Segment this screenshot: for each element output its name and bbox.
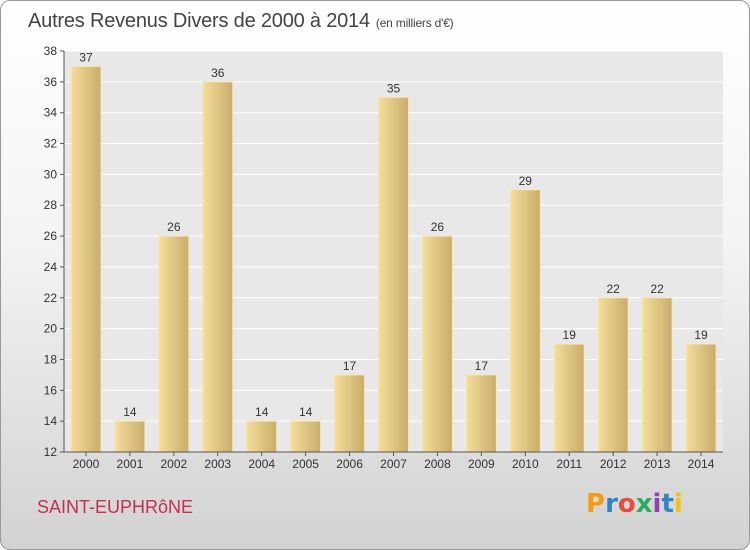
y-tick-label: 14 [44, 414, 58, 428]
bar-2013 [641, 297, 673, 453]
y-tick-label: 28 [44, 198, 58, 212]
bar-2005 [290, 420, 322, 453]
logo-letter: t [661, 489, 674, 519]
title-unit: (en milliers d'€) [375, 16, 454, 30]
x-tick-label-2001: 2001 [117, 457, 144, 471]
y-tick-label: 34 [44, 106, 58, 120]
bar-2004 [246, 420, 278, 453]
logo-letter: P [586, 489, 606, 519]
bar-2011 [553, 343, 585, 453]
title-text: Autres Revenus Divers de 2000 à 2014 [28, 10, 370, 32]
y-tick-label: 16 [44, 383, 58, 397]
y-axis: 12 14 16 18 20 22 24 26 28 30 32 34 36 38 [44, 44, 65, 459]
x-tick-label-2011: 2011 [556, 457, 582, 471]
x-tick-label-2006: 2006 [336, 457, 363, 471]
data-label-2014: 19 [694, 328, 708, 342]
bar-2014 [685, 343, 717, 453]
data-label-2001: 14 [123, 405, 137, 419]
bar-2007 [378, 96, 409, 453]
y-tick-label: 36 [44, 75, 58, 89]
y-tick-label: 38 [44, 44, 58, 58]
logo-letter: o [617, 489, 636, 519]
logo-letter: i [652, 489, 662, 519]
x-tick-label-2009: 2009 [468, 457, 495, 471]
y-tick-label: 12 [44, 445, 58, 459]
bar-2012 [597, 297, 629, 453]
bar-2002 [158, 235, 190, 453]
y-tick-label: 32 [44, 137, 58, 151]
x-tick-label-2004: 2004 [248, 457, 275, 471]
data-label-2008: 26 [431, 220, 445, 234]
x-axis: 2000 2001 2002 2003 2004 2005 2006 2007 2008 2009… [64, 451, 723, 471]
commune-name: SAINT-EUPHRôNE [37, 497, 194, 517]
y-tick-label: 26 [44, 229, 58, 243]
data-label-2002: 26 [167, 220, 181, 234]
data-labels: 37 14 26 36 14 14 17 35 26 17 29 19 22 22 19 [79, 50, 708, 419]
proxiti-logo[interactable]: Proxiti [586, 489, 683, 519]
data-label-2007: 35 [387, 81, 401, 95]
logo-letter: r [605, 489, 618, 519]
logo-letter: x [635, 489, 653, 519]
bar-2003 [202, 81, 234, 453]
chart-title: Autres Revenus Divers de 2000 à 2014 (en … [28, 10, 454, 33]
y-tick-label: 20 [44, 322, 58, 336]
bars [70, 65, 717, 453]
y-tick-label: 22 [44, 291, 58, 305]
x-tick-label-2013: 2013 [644, 457, 671, 471]
bar-2009 [465, 374, 497, 453]
bar-2000 [70, 65, 102, 453]
bar-2010 [509, 189, 541, 453]
x-tick-label-2007: 2007 [380, 457, 407, 471]
x-tick-label-2000: 2000 [73, 457, 100, 471]
data-label-2013: 22 [650, 282, 664, 296]
y-tick-label: 30 [44, 167, 58, 181]
data-label-2010: 29 [519, 174, 533, 188]
y-tick-label: 24 [44, 260, 58, 274]
x-tick-label-2012: 2012 [600, 457, 627, 471]
x-tick-label-2008: 2008 [424, 457, 451, 471]
x-tick-label-2002: 2002 [160, 457, 187, 471]
x-tick-label-2014: 2014 [688, 457, 715, 471]
logo-letter: i [673, 489, 683, 519]
data-label-2003: 36 [211, 66, 225, 80]
data-label-2005: 14 [299, 405, 313, 419]
x-tick-label-2003: 2003 [204, 457, 231, 471]
data-label-2009: 17 [475, 359, 489, 373]
bar-2008 [421, 235, 453, 453]
data-label-2012: 22 [606, 282, 620, 296]
data-label-2011: 19 [563, 328, 577, 342]
data-label-2004: 14 [255, 405, 269, 419]
x-tick-label-2005: 2005 [292, 457, 319, 471]
data-label-2006: 17 [343, 359, 357, 373]
y-tick-label: 18 [44, 352, 58, 366]
bar-2006 [334, 374, 366, 453]
data-label-2000: 37 [79, 50, 93, 64]
bar-2001 [114, 420, 146, 453]
x-tick-label-2010: 2010 [512, 457, 539, 471]
